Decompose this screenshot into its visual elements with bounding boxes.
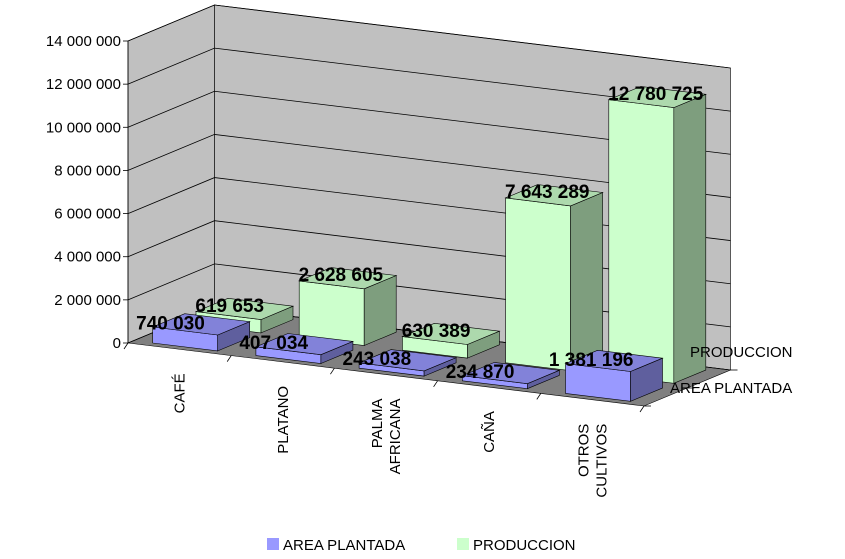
x-tick-mark-0 [123,342,129,350]
data-label-area-plantada-2: 243 038 [343,349,412,370]
category-label-3: CAÑA [481,411,498,453]
x-tick-mark-1 [226,355,232,362]
bar-produccion-3-side [570,192,603,372]
side-wall [127,4,215,344]
bar-area-plantada-3-top [461,362,561,385]
bar-produccion-4-front [608,99,675,384]
gridline-5 [127,90,731,155]
gridline-6 [127,47,731,112]
bar-area-plantada-1-top [254,333,355,356]
data-label-produccion-1: 2 628 605 [299,265,384,286]
legend-swatch-1 [457,538,469,550]
legend-swatch-0 [267,538,279,550]
data-label-area-plantada-1: 407 034 [239,333,308,354]
gridline-4 [127,134,731,198]
category-label-2: PALMAAFRICANA [369,399,404,475]
y-tick-label-4: 8 000 000 [54,162,121,179]
y-tick-label-5: 10 000 000 [46,119,121,136]
category-label-0: CAFÉ [172,373,189,413]
depth-label-0: PRODUCCION [690,344,793,361]
category-label-4: OTROSCULTIVOS [575,424,610,498]
y-tick-label-0: 0 [113,335,121,352]
bar-produccion-0-top [194,297,295,320]
data-label-produccion-0: 619 653 [195,296,264,317]
legend-label-0: AREA PLANTADA [283,537,405,554]
bar-area-plantada-2-top [357,349,458,372]
data-label-produccion-4: 12 780 725 [608,84,704,105]
gridline-7 [127,4,731,69]
bar-produccion-4-top [607,86,707,108]
bar-produccion-1-top [298,267,398,290]
x-tick-mark-5 [639,405,645,413]
x-tick-mark-2 [330,367,335,375]
y-tick-label-6: 12 000 000 [46,76,121,93]
depth-label-1: AREA PLANTADA [670,380,792,397]
data-label-area-plantada-4: 1 381 196 [549,350,634,371]
bar-produccion-2-top [401,322,501,345]
legend-label-1: PRODUCCION [473,537,576,554]
data-label-produccion-2: 630 389 [402,321,471,342]
y-tick-label-7: 14 000 000 [46,33,121,50]
data-label-produccion-3: 7 643 289 [505,182,590,203]
data-label-area-plantada-3: 234 870 [446,362,515,383]
bar-produccion-3-top [504,184,604,207]
y-tick-label-3: 6 000 000 [54,206,121,223]
bar-area-plantada-0-top [151,313,251,336]
bar-produccion-3-front [505,197,571,372]
x-tick-mark-3 [433,380,438,388]
y-tick-label-1: 2 000 000 [54,292,121,309]
category-label-1: PLATANO [275,386,292,454]
x-tick-mark-4 [536,393,542,400]
bar-produccion-4-side [673,93,707,384]
bar-area-plantada-4-top [564,349,664,372]
data-label-area-plantada-0: 740 030 [136,313,205,334]
y-tick-label-2: 4 000 000 [54,249,121,266]
